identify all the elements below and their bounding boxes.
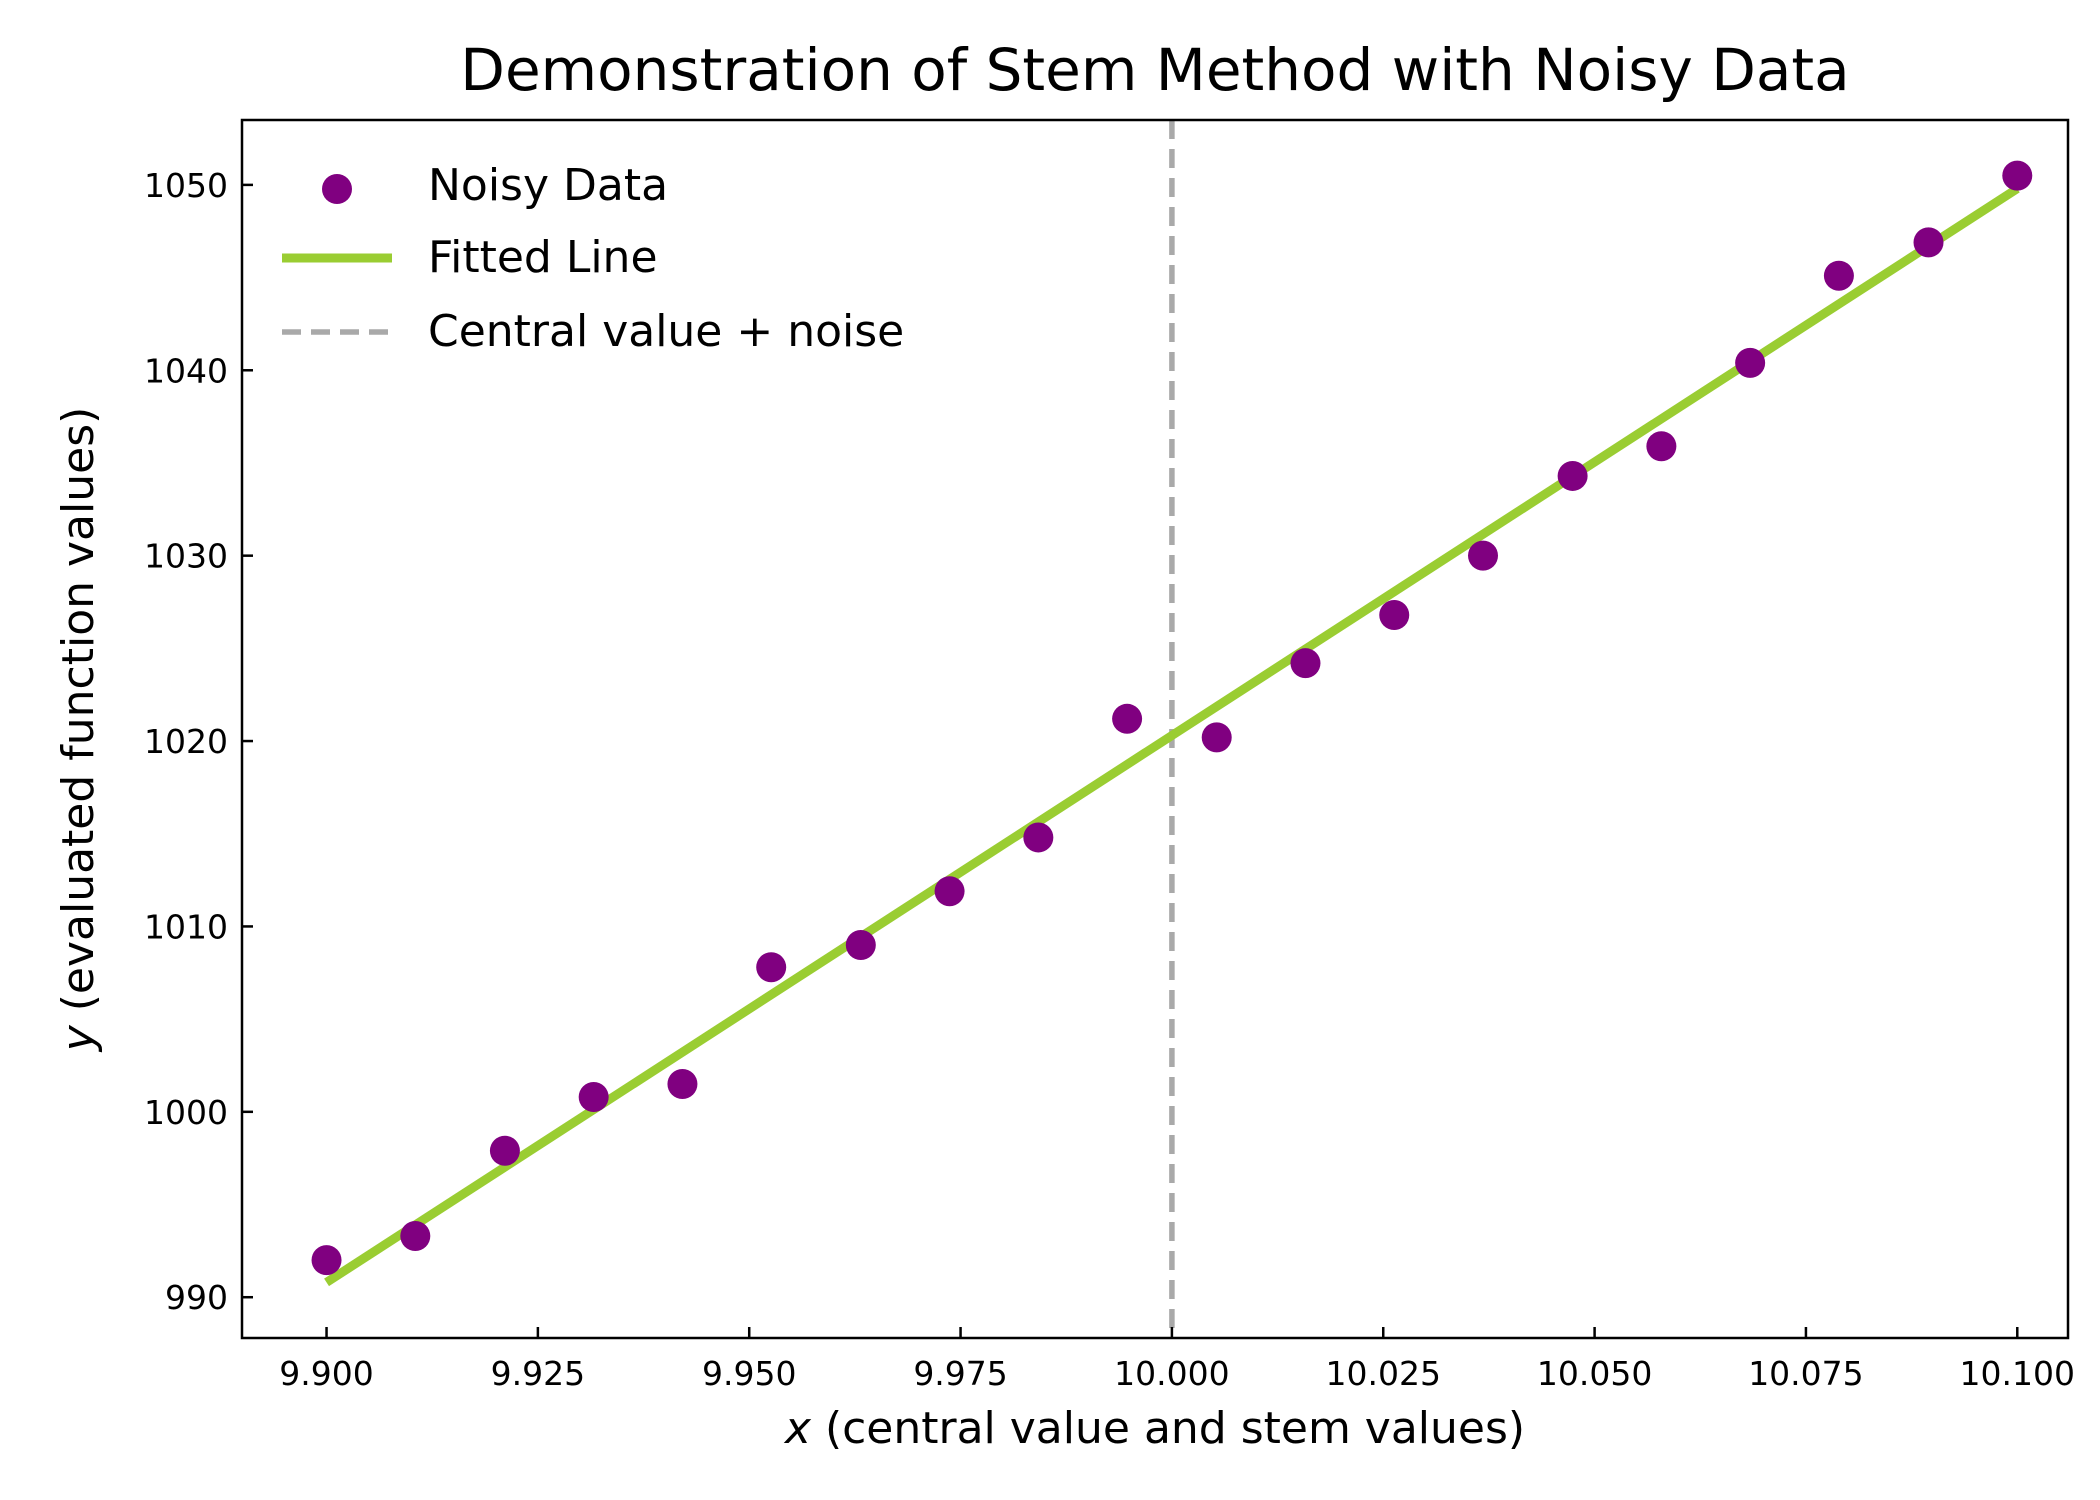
data-point bbox=[489, 1135, 520, 1166]
data-point bbox=[1557, 460, 1588, 491]
data-point bbox=[1646, 431, 1677, 462]
x-tick-label: 9.925 bbox=[491, 1354, 585, 1393]
data-point bbox=[934, 876, 965, 907]
data-point bbox=[2002, 160, 2033, 191]
data-point bbox=[1468, 540, 1499, 571]
data-point bbox=[400, 1221, 431, 1252]
data-point bbox=[311, 1245, 342, 1276]
chart-title: Demonstration of Stem Method with Noisy … bbox=[460, 36, 1849, 104]
data-point bbox=[1201, 722, 1232, 753]
x-axis-label: x (central value and stem values) bbox=[783, 1403, 1525, 1454]
y-tick-label: 1030 bbox=[144, 537, 228, 576]
data-point bbox=[1823, 260, 1854, 291]
x-tick-label: 10.025 bbox=[1326, 1354, 1441, 1393]
x-tick-label: 10.050 bbox=[1537, 1354, 1652, 1393]
data-point bbox=[1735, 347, 1766, 378]
legend-label-central-value: Central value + noise bbox=[428, 306, 904, 357]
x-tick-label: 10.000 bbox=[1114, 1354, 1229, 1393]
y-tick-label: 1020 bbox=[144, 722, 228, 761]
legend-label-noisy-data: Noisy Data bbox=[428, 160, 668, 211]
data-point bbox=[1112, 703, 1143, 734]
data-point bbox=[756, 952, 787, 983]
x-tick-label: 9.950 bbox=[702, 1354, 796, 1393]
plot-frame bbox=[240, 118, 2070, 1340]
data-point bbox=[1379, 599, 1410, 630]
data-point bbox=[667, 1069, 698, 1100]
y-tick-label: 990 bbox=[165, 1278, 228, 1317]
legend-marker-noisy-data bbox=[322, 174, 352, 204]
x-tick-label: 10.100 bbox=[1960, 1354, 2075, 1393]
x-tick-label: 9.900 bbox=[279, 1354, 373, 1393]
data-point bbox=[578, 1081, 609, 1112]
x-tick-label: 9.975 bbox=[913, 1354, 1007, 1393]
y-tick-label: 1040 bbox=[144, 351, 228, 390]
legend-label-fitted-line: Fitted Line bbox=[428, 232, 658, 283]
y-tick-label: 1010 bbox=[144, 907, 228, 946]
y-axis-label: y (evaluated function values) bbox=[53, 407, 104, 1054]
legend: Noisy Data Fitted Line Central value + n… bbox=[282, 160, 904, 357]
y-tick-label: 1050 bbox=[144, 166, 228, 205]
data-point bbox=[1290, 648, 1321, 679]
y-tick-label: 1000 bbox=[144, 1093, 228, 1132]
data-point bbox=[1023, 822, 1054, 853]
x-tick-label: 10.075 bbox=[1748, 1354, 1863, 1393]
data-point bbox=[1913, 227, 1944, 258]
data-point bbox=[845, 929, 876, 960]
